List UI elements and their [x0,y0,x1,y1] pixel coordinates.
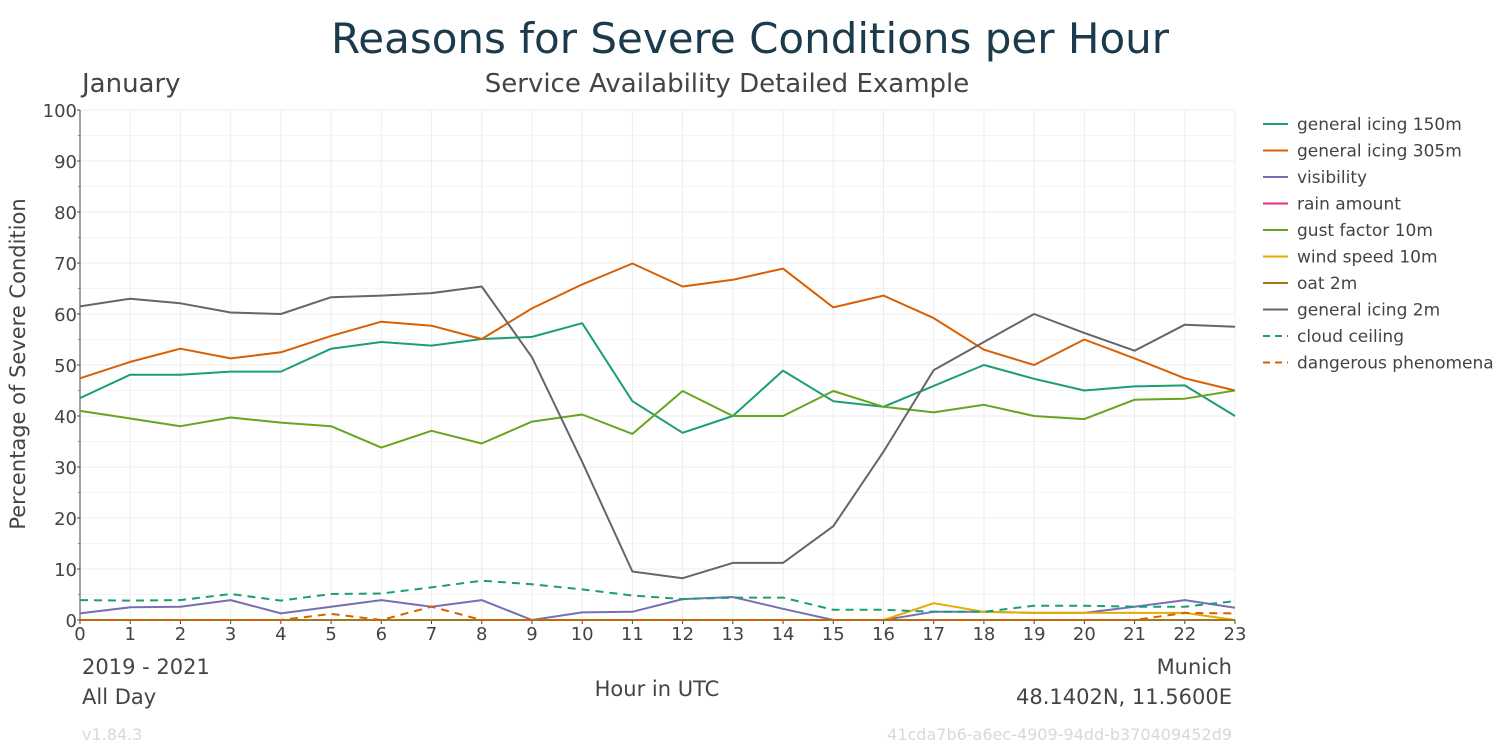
y-tick-label: 70 [54,254,77,275]
y-axis-label: Percentage of Severe Condition [6,198,30,529]
legend-label: wind speed 10m [1297,248,1438,268]
y-tick-label: 30 [54,458,77,479]
y-tick-label: 60 [54,305,77,326]
x-tick-label: 17 [922,624,945,645]
legend-label: oat 2m [1297,274,1357,294]
month-label: January [80,69,181,99]
legend-label: gust factor 10m [1297,221,1433,241]
grid-lines [79,109,1236,621]
legend: general icing 150m general icing 305m visi… [1263,115,1494,374]
x-tick-label: 20 [1073,624,1096,645]
legend-label: general icing 2m [1297,301,1440,321]
series-line-4 [79,389,1236,449]
x-tick-label: 18 [972,624,995,645]
x-tick-label: 1 [124,624,135,645]
x-tick-label: 4 [275,624,286,645]
x-tick-label: 14 [772,624,795,645]
x-axis-ticks: 0 1 2 3 4 5 6 7 8 9 10 11 12 13 14 15 16 17 18 19 20 21 22 23 [74,620,1246,645]
y-tick-label: 50 [54,356,77,377]
y-tick-label: 10 [54,560,77,581]
x-tick-label: 16 [872,624,895,645]
series-line-8 [79,579,1236,613]
x-tick-label: 12 [671,624,694,645]
legend-label: rain amount [1297,195,1401,215]
uuid-label: 41cda7b6-a6ec-4909-94dd-b370409452d9 [887,725,1232,744]
version-label: v1.84.3 [82,725,142,744]
time-span-label: All Day [82,685,156,709]
x-tick-label: 2 [175,624,186,645]
series-lines [79,262,1236,621]
legend-label: visibility [1297,168,1367,188]
y-tick-label: 100 [43,101,77,122]
location-name: Munich [1157,655,1232,679]
x-tick-label: 3 [225,624,236,645]
x-tick-label: 10 [571,624,594,645]
period-label: 2019 - 2021 [82,655,210,679]
x-tick-label: 13 [721,624,744,645]
legend-label: cloud ceiling [1297,327,1404,347]
legend-label: dangerous phenomena [1297,354,1494,374]
x-tick-label: 8 [476,624,487,645]
y-tick-label: 20 [54,509,77,530]
series-line-1 [79,262,1236,392]
series-line-0 [79,322,1236,434]
series-line-2 [79,596,1236,621]
series-line-9 [80,605,1236,621]
chart-subtitle: Service Availability Detailed Example [485,69,970,99]
chart-title: Reasons for Severe Conditions per Hour [331,14,1170,63]
x-tick-label: 5 [325,624,336,645]
x-tick-label: 15 [822,624,845,645]
x-tick-label: 11 [621,624,644,645]
x-tick-label: 22 [1173,624,1196,645]
x-tick-label: 9 [526,624,537,645]
y-axis-ticks: 0 10 20 30 40 50 60 70 80 90 100 [43,101,80,632]
x-tick-label: 6 [376,624,387,645]
location-coordinates: 48.1402N, 11.5600E [1016,685,1232,709]
x-axis-label: Hour in UTC [595,677,720,701]
y-tick-label: 80 [54,203,77,224]
x-tick-label: 23 [1224,624,1247,645]
y-tick-label: 90 [54,152,77,173]
legend-label: general icing 150m [1297,115,1462,135]
y-tick-label: 40 [54,407,77,428]
y-tick-label: 0 [66,611,77,632]
series-line-7 [79,285,1236,580]
x-tick-label: 7 [426,624,437,645]
x-tick-label: 19 [1023,624,1046,645]
x-tick-label: 21 [1123,624,1146,645]
x-tick-label: 0 [74,624,85,645]
legend-label: general icing 305m [1297,142,1462,162]
